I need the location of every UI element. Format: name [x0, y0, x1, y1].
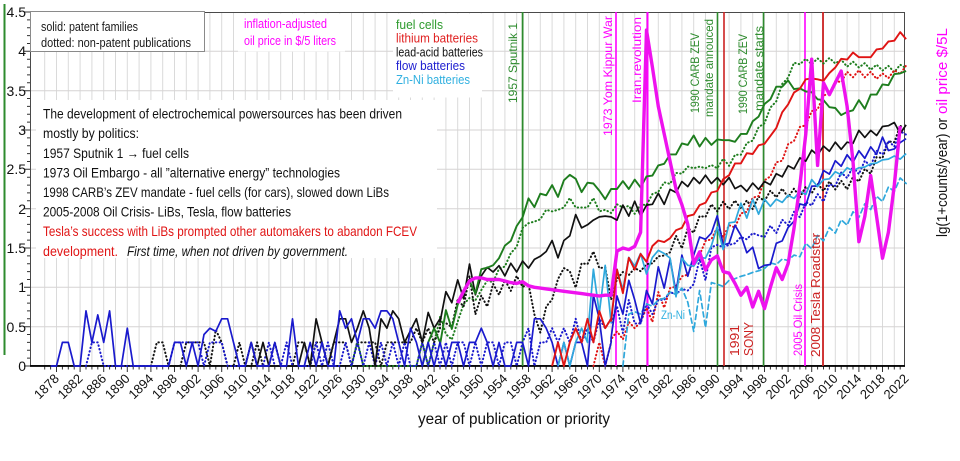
svg-text:mandate annouced: mandate annouced [702, 19, 716, 117]
svg-text:2005-2008 Oil Crisis- LiBs, T: 2005-2008 Oil Crisis- LiBs, Tesla, flow … [43, 204, 291, 220]
svg-text:1973 Oil Embargo - all ”altern: 1973 Oil Embargo - all ”alternative ener… [43, 164, 340, 180]
svg-text:0: 0 [18, 358, 26, 374]
svg-text:3.5: 3.5 [7, 83, 27, 99]
svg-text:0.5: 0.5 [7, 319, 27, 335]
svg-text:year of publication or priorit: year of publication or priority [418, 411, 610, 428]
svg-text:lg(1+counts/year) oroil price: lg(1+counts/year) oroil price $/5L [935, 28, 951, 237]
svg-text:1957 Sputnik 1: 1957 Sputnik 1 [506, 23, 520, 103]
svg-text:4.5: 4.5 [7, 4, 27, 20]
svg-text:2005 Oil Crisis: 2005 Oil Crisis [791, 284, 805, 356]
svg-text:1990 CARB ZEV: 1990 CARB ZEV [688, 33, 702, 113]
svg-text:Iran.revolution: Iran.revolution [630, 17, 644, 103]
svg-text:1990 CARB ZEV: 1990 CARB ZEV [736, 34, 750, 114]
svg-text:1: 1 [18, 279, 26, 295]
svg-text:mostly by politics:: mostly by politics: [43, 125, 139, 141]
svg-text:2.5: 2.5 [7, 161, 27, 177]
svg-text:2008 Tesla Roadster: 2008 Tesla Roadster [809, 233, 823, 357]
svg-text:oil price in $/5 liters: oil price in $/5 liters [244, 33, 336, 48]
svg-text:1973 Yom Kippur War: 1973 Yom Kippur War [601, 16, 615, 136]
svg-text:The development of electrochem: The development of electrochemical power… [43, 106, 402, 122]
svg-text:SONY: SONY [742, 321, 756, 356]
svg-text:2: 2 [18, 201, 26, 217]
svg-text:inflation-adjusted: inflation-adjusted [244, 16, 327, 31]
svg-text:dotted: non-patent publication: dotted: non-patent publications [41, 35, 191, 50]
svg-text:lithium batteries: lithium batteries [396, 31, 478, 46]
svg-text:solid: patent families: solid: patent families [41, 19, 138, 34]
svg-text:1957 Sputnik 1 → fuel cells: 1957 Sputnik 1 → fuel cells [43, 145, 189, 161]
svg-text:Zn-Ni batteries: Zn-Ni batteries [396, 72, 470, 87]
svg-text:Zn-Ni: Zn-Ni [661, 310, 685, 322]
svg-text:1991: 1991 [728, 325, 742, 356]
svg-text:flow batteries: flow batteries [396, 58, 465, 73]
svg-text:3: 3 [18, 122, 26, 138]
svg-text:lead-acid batteries: lead-acid batteries [396, 44, 483, 59]
svg-text:development.First time, when n: development. First time, when not driven … [43, 243, 348, 259]
svg-text:4: 4 [18, 43, 26, 59]
svg-text:fuel cells: fuel cells [396, 17, 443, 32]
svg-text:mandate starts: mandate starts [752, 26, 766, 111]
svg-text:Tesla’s success with LiBs prom: Tesla’s success with LiBs prompted other… [43, 223, 418, 239]
svg-text:1998 CARB’s ZEV mandate - fuel: 1998 CARB’s ZEV mandate - fuel cells (fo… [43, 184, 389, 200]
svg-text:1.5: 1.5 [7, 240, 27, 256]
